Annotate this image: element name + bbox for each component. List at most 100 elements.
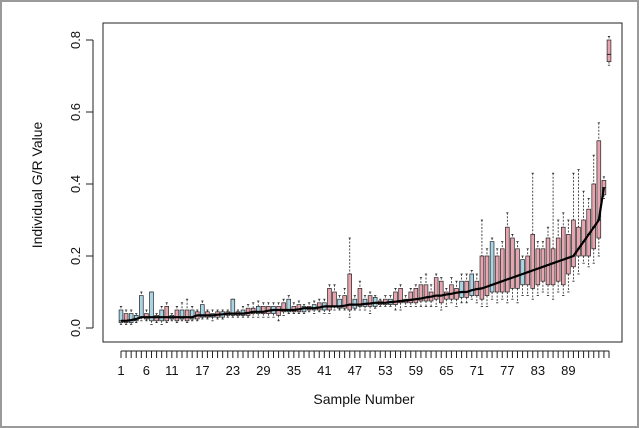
- box-iqr: [337, 298, 342, 309]
- sample-box: [398, 284, 403, 311]
- box-iqr: [286, 298, 292, 313]
- x-tick-label: 59: [409, 363, 423, 378]
- sample-box: [164, 302, 170, 324]
- box-iqr: [398, 288, 403, 304]
- box-iqr: [515, 248, 520, 289]
- x-tick-label: 47: [348, 363, 362, 378]
- sample-box: [327, 284, 332, 315]
- sample-box: [383, 295, 388, 307]
- sample-box: [250, 302, 256, 318]
- box-iqr: [484, 255, 490, 296]
- box-iqr: [189, 309, 195, 320]
- x-tick-label: 29: [256, 363, 270, 378]
- box-iqr: [530, 234, 536, 289]
- sample-box: [596, 122, 602, 257]
- box-iqr: [413, 288, 419, 304]
- y-tick-label: 0.0: [68, 319, 83, 337]
- box-iqr: [438, 280, 444, 304]
- sample-box: [118, 305, 124, 325]
- sample-box: [530, 172, 536, 300]
- box-iqr: [230, 298, 236, 316]
- x-tick-label: 35: [287, 363, 301, 378]
- box-iqr: [174, 309, 180, 322]
- x-axis: 1 6 11 17 23 29 35 41 47 53 59 65 71 77 83 89: [117, 350, 610, 378]
- sample-box: [550, 172, 556, 300]
- x-tick-label: 83: [531, 363, 545, 378]
- sample-box: [469, 269, 475, 300]
- sample-box: [449, 277, 454, 304]
- box-iqr: [494, 255, 500, 293]
- box-iqr: [576, 226, 581, 257]
- y-tick-label: 0.2: [68, 247, 83, 265]
- sample-box: [438, 277, 444, 311]
- box-iqr: [545, 237, 551, 286]
- sample-box: [464, 273, 469, 304]
- box-iqr: [505, 226, 510, 293]
- box-iqr: [408, 291, 414, 304]
- sample-box: [560, 212, 566, 297]
- sample-box: [515, 241, 520, 304]
- sample-box: [316, 298, 322, 313]
- box-iqr: [591, 183, 597, 250]
- box-iqr: [261, 306, 266, 314]
- sample-box: [499, 241, 505, 300]
- x-tick-label: 23: [226, 363, 240, 378]
- box-iqr: [566, 234, 571, 275]
- x-tick-label: 1: [117, 363, 124, 378]
- sample-box: [444, 287, 449, 307]
- box-iqr: [418, 284, 424, 302]
- box-iqr: [525, 255, 530, 286]
- sample-box: [276, 302, 281, 322]
- sample-box: [418, 277, 424, 307]
- box-iqr: [535, 248, 541, 286]
- sample-box: [261, 302, 266, 318]
- sample-box: [423, 273, 429, 307]
- x-tick-label: 6: [143, 363, 150, 378]
- sample-box: [576, 169, 581, 275]
- box-iqr: [459, 280, 464, 298]
- x-tick-label: 89: [561, 363, 575, 378]
- sample-box: [545, 226, 551, 297]
- box-series: [118, 36, 612, 325]
- sample-box: [123, 309, 129, 325]
- box-iqr: [571, 219, 576, 268]
- box-iqr: [179, 309, 185, 320]
- box-iqr: [200, 304, 205, 318]
- sample-box: [200, 300, 205, 320]
- box-iqr: [332, 291, 337, 307]
- sample-box: [393, 287, 398, 311]
- sample-box: [571, 172, 576, 282]
- sample-box: [144, 309, 149, 322]
- box-iqr: [606, 39, 612, 62]
- box-iqr: [449, 284, 454, 300]
- y-tick-label: 0.6: [68, 103, 83, 121]
- box-iqr: [118, 309, 124, 323]
- sample-box: [520, 255, 525, 297]
- x-tick-label: 65: [439, 363, 453, 378]
- sample-box: [240, 305, 246, 318]
- x-tick-label: 53: [378, 363, 392, 378]
- sample-box: [555, 219, 561, 293]
- sample-box: [510, 233, 515, 300]
- x-tick-label: 71: [470, 363, 484, 378]
- sample-box: [159, 305, 164, 325]
- box-iqr: [149, 291, 154, 322]
- box-iqr: [327, 288, 332, 311]
- x-tick-label: 17: [195, 363, 209, 378]
- box-iqr: [499, 248, 505, 293]
- sample-box: [352, 295, 358, 311]
- sample-box: [149, 291, 154, 325]
- x-tick-label: 11: [165, 363, 179, 378]
- y-axis: 0.0 0.2 0.4 0.6 0.8: [68, 31, 94, 337]
- sample-box: [494, 248, 500, 304]
- sample-box: [459, 273, 464, 304]
- sample-box: [479, 219, 485, 307]
- box-iqr: [393, 291, 398, 305]
- sample-box: [433, 273, 439, 307]
- sample-box: [281, 298, 286, 316]
- box-iqr: [357, 288, 363, 307]
- box-iqr: [184, 309, 190, 322]
- y-tick-label: 0.8: [68, 31, 83, 49]
- y-axis-title: Individual G/R Value: [29, 121, 45, 248]
